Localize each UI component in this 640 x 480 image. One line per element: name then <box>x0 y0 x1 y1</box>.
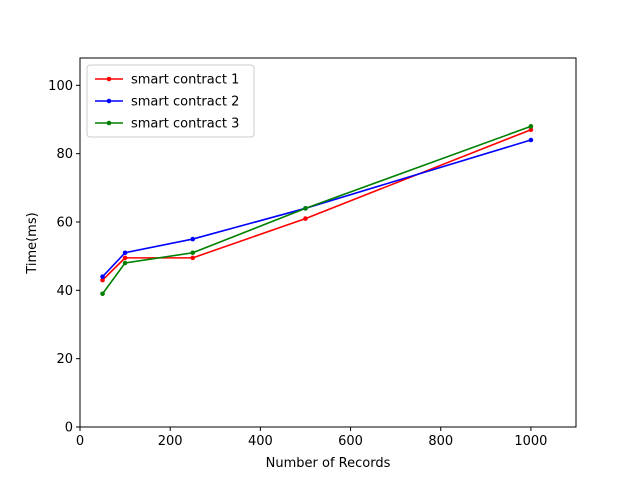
legend-swatch-marker-1 <box>106 76 112 82</box>
data-point-series-2 <box>100 274 105 279</box>
data-point-series-3 <box>190 250 196 256</box>
data-point-series-1 <box>528 127 534 133</box>
data-point-series-1 <box>122 255 128 261</box>
y-tick-label: 100 <box>48 79 73 94</box>
data-point-series-3 <box>100 291 105 297</box>
y-tick-label: 40 <box>56 284 73 299</box>
legend-label-2: smart contract 2 <box>131 95 239 110</box>
y-tick-label: 20 <box>56 352 73 367</box>
y-tick-label: 80 <box>56 147 73 162</box>
x-tick-label: 400 <box>248 434 273 449</box>
legend-swatch-marker-2 <box>106 98 112 104</box>
data-point-series-1 <box>303 216 308 221</box>
legend-label-3: smart contract 3 <box>131 117 239 132</box>
x-tick-label: 1000 <box>514 434 547 449</box>
y-axis-title: Time(ms) <box>25 212 40 274</box>
data-point-series-1 <box>100 277 105 283</box>
y-tick-label: 0 <box>65 421 73 436</box>
data-point-series-1 <box>190 255 196 261</box>
plot-frame <box>79 57 577 428</box>
y-tick-label: 60 <box>56 216 73 231</box>
data-point-series-2 <box>122 250 128 256</box>
x-axis-ticks: 0 200 400 600 800 1000 <box>76 427 547 449</box>
x-tick-label: 600 <box>338 434 363 449</box>
legend-label-1: smart contract 1 <box>131 73 239 88</box>
legend-swatch-marker-3 <box>106 120 112 126</box>
x-tick-label: 200 <box>158 434 183 449</box>
legend: smart contract 1 smart contract 2 smart co… <box>86 64 255 138</box>
x-tick-label: 0 <box>76 434 84 449</box>
x-tick-label: 800 <box>428 434 453 449</box>
data-point-series-2 <box>528 137 534 143</box>
plot-area <box>79 57 577 428</box>
data-point-series-3 <box>303 206 308 211</box>
data-point-series-3 <box>122 260 128 266</box>
data-point-series-3 <box>528 124 534 129</box>
y-axis-ticks: 0 20 40 60 80 100 <box>48 79 80 436</box>
x-axis-title: Number of Records <box>266 456 391 471</box>
data-point-series-2 <box>190 236 196 242</box>
legend-box <box>86 64 255 138</box>
